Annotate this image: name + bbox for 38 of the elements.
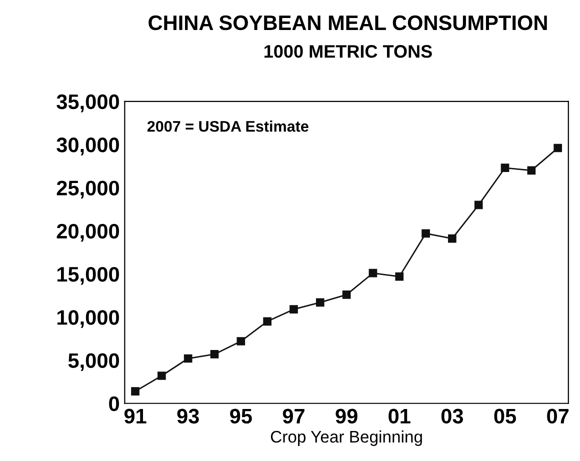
y-tick-label: 35,000: [56, 94, 119, 112]
y-tick-label: 5,000: [68, 353, 119, 372]
point: [263, 317, 272, 326]
y-tick-label: 30,000: [56, 138, 119, 156]
point: [474, 200, 483, 210]
y-tick-label: 15,000: [57, 266, 119, 285]
x-axis-title: Crop Year Beginning: [270, 430, 422, 446]
point: [368, 268, 378, 278]
point: [131, 387, 140, 396]
x-tick-label: 91: [124, 408, 146, 424]
x-tick-label: 99: [336, 408, 358, 424]
point: [527, 166, 536, 175]
x-tick-label: 05: [494, 408, 516, 424]
y-tick-label: 10,000: [57, 310, 119, 328]
x-tick-label: 97: [282, 408, 304, 424]
point: [184, 354, 192, 363]
point: [236, 337, 246, 346]
x-tick-label: 03: [441, 408, 464, 424]
y-tick-label: 25,000: [56, 180, 119, 198]
point: [290, 305, 298, 314]
point: [422, 229, 430, 238]
point: [395, 272, 404, 281]
point: [210, 350, 219, 358]
annotation: 2007 = USDA Estimate: [147, 120, 308, 132]
x-tick-label: 01: [388, 408, 410, 424]
chart-title: CHINA SOYBEAN MEAL CONSUMPTION: [148, 15, 547, 30]
point: [158, 372, 166, 380]
chart-subtitle: 1000 METRIC TONS: [264, 45, 432, 58]
point: [316, 298, 324, 307]
point: [342, 290, 351, 299]
y-tick-label: 0: [109, 396, 119, 412]
point: [448, 234, 456, 243]
point: [500, 164, 510, 172]
x-tick-label: 07: [547, 408, 569, 424]
x-tick-label: 95: [230, 408, 252, 424]
point: [554, 144, 562, 152]
x-tick-label: 93: [177, 408, 199, 424]
y-tick-label: 20,000: [56, 224, 119, 242]
